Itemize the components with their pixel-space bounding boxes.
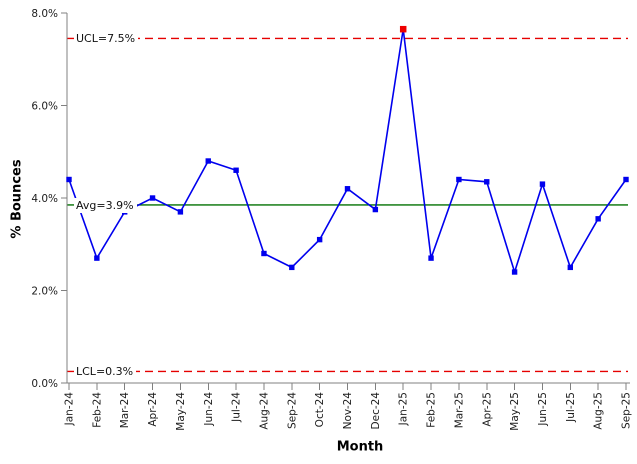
x-tick-label: Jun-25 [537,392,549,427]
data-point-marker [94,255,100,261]
x-tick-label: Oct-24 [314,392,326,428]
x-tick-label: Dec-24 [370,392,382,430]
data-point-marker [595,216,601,222]
x-tick-label: Mar-25 [453,392,465,428]
data-point-marker [484,179,490,185]
x-tick-label: Sep-24 [286,392,298,429]
y-tick-label: 4.0% [31,193,58,205]
x-tick-label: Sep-25 [621,392,633,429]
data-point-marker [567,264,573,271]
data-point-marker [205,158,211,164]
y-axis-title: % Bounces [9,159,25,239]
x-tick-label: May-25 [509,392,521,431]
x-tick-label: Apr-24 [147,392,159,427]
y-tick-label: 2.0% [31,286,58,298]
lcl-label: LCL=0.3% [74,364,137,379]
data-point-marker [177,209,184,215]
data-point-marker [261,250,267,257]
avg-label: Avg=3.9% [74,198,137,213]
x-tick-label: Jan-24 [64,392,76,427]
x-tick-label: Jun-24 [203,392,215,427]
x-tick-label: Nov-24 [342,392,354,430]
ucl-label: UCL=7.5% [74,31,139,46]
y-tick-label: 6.0% [31,101,58,113]
x-tick-label: Jul-25 [565,392,577,423]
x-axis-title: Month [336,439,384,455]
y-tick-label: 8.0% [31,8,58,20]
data-point-marker [539,181,546,187]
x-tick-label: Jan-25 [398,392,410,426]
data-point-marker [372,206,379,213]
data-point-marker [623,176,629,183]
data-point-marker [511,269,518,275]
x-tick-label: Mar-24 [119,392,131,429]
y-tick-label: 0.0% [31,378,58,390]
x-tick-label: May-24 [175,392,187,431]
data-point-marker [456,176,462,183]
x-tick-label: Feb-24 [91,392,103,428]
series-line [68,29,627,275]
data-point-marker [344,186,351,192]
data-point-marker [149,195,156,201]
data-point-marker [316,236,323,243]
x-tick-label: Apr-25 [481,392,493,427]
outlier-marker [399,25,407,33]
data-point-marker [233,167,239,173]
x-tick-label: Jul-24 [231,392,243,423]
x-tick-label: Feb-25 [426,392,438,428]
data-point-marker [428,255,434,261]
x-tick-label: Aug-24 [258,392,270,430]
data-point-marker [66,176,72,183]
data-point-marker [289,264,295,271]
x-tick-label: Aug-25 [593,392,605,430]
